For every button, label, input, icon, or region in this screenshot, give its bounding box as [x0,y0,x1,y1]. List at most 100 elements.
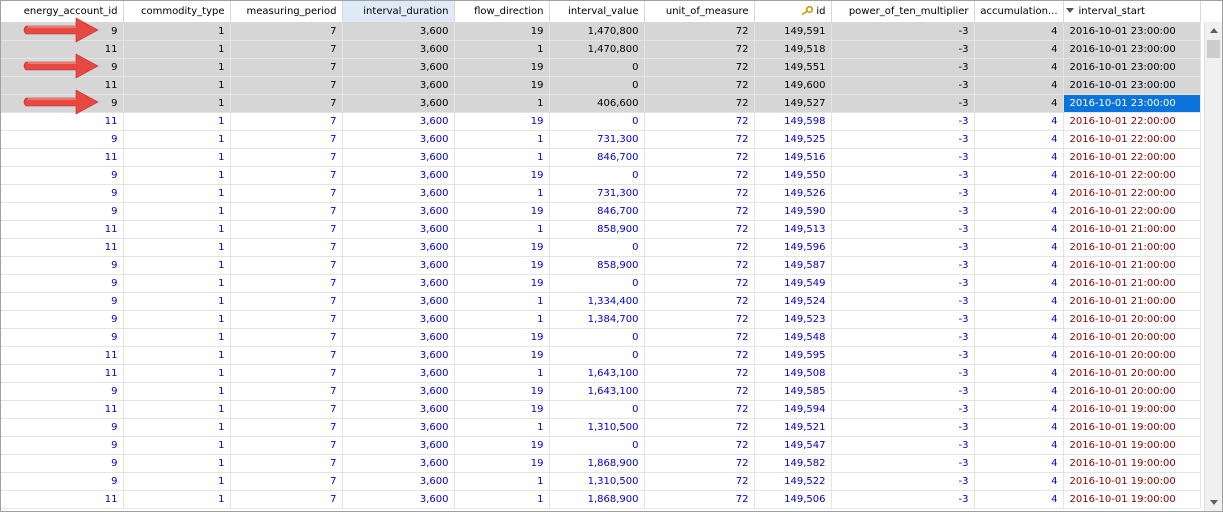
table-cell-interval-duration[interactable]: 3,600 [342,166,455,185]
column-header-unit-of-measure[interactable]: unit_of_measure [644,1,755,23]
table-cell-energy-account-id[interactable]: 9 [1,310,124,329]
table-cell-interval-start[interactable]: 2016-10-01 22:00:00 [1063,112,1201,131]
table-cell-interval-value[interactable]: 0 [549,58,645,77]
table-cell-accumulation[interactable]: 4 [974,202,1064,221]
table-cell-unit-of-measure[interactable]: 72 [644,274,755,293]
table-cell-interval-duration[interactable]: 3,600 [342,292,455,311]
table-cell-measuring-period[interactable]: 7 [230,112,343,131]
table-cell-interval-value[interactable]: 846,700 [549,148,645,167]
table-row[interactable]: 9 1 7 3,600 19 0 72 149,548 -3 4 2016-10-01 20:00:… [1,328,1201,347]
table-cell-interval-duration[interactable]: 3,600 [342,76,455,95]
table-cell-accumulation[interactable]: 4 [974,238,1064,257]
table-cell-unit-of-measure[interactable]: 72 [644,256,755,275]
table-cell-unit-of-measure[interactable]: 72 [644,382,755,401]
table-cell-interval-start[interactable]: 2016-10-01 21:00:00 [1063,256,1201,275]
table-cell-interval-value[interactable]: 1,310,500 [549,418,645,437]
table-cell-flow-direction[interactable]: 1 [454,220,550,239]
table-cell-measuring-period[interactable]: 7 [230,202,343,221]
table-cell-commodity-type[interactable]: 1 [123,400,231,419]
table-cell-id[interactable]: 149,598 [754,112,832,131]
column-header-accumulation[interactable]: accumulation... [974,1,1064,23]
table-cell-id[interactable]: 149,587 [754,256,832,275]
table-cell-power-of-ten-multiplier[interactable]: -3 [831,166,975,185]
table-row[interactable]: 9 1 7 3,600 1 731,300 72 149,526 -3 4 2016-10-01 2… [1,184,1201,203]
table-cell-accumulation[interactable]: 4 [974,472,1064,491]
table-cell-accumulation[interactable]: 4 [974,220,1064,239]
table-row[interactable]: 9 1 7 3,600 19 0 72 149,550 -3 4 2016-10-01 22:00:… [1,166,1201,185]
table-cell-id[interactable]: 149,527 [754,94,832,113]
table-cell-interval-value[interactable]: 1,384,700 [549,310,645,329]
table-cell-power-of-ten-multiplier[interactable]: -3 [831,310,975,329]
table-cell-id[interactable]: 149,595 [754,346,832,365]
table-cell-interval-value[interactable]: 0 [549,400,645,419]
table-cell-flow-direction[interactable]: 19 [454,238,550,257]
table-cell-power-of-ten-multiplier[interactable]: -3 [831,490,975,509]
column-header-energy-account-id[interactable]: energy_account_id [1,1,124,23]
table-cell-flow-direction[interactable]: 19 [454,202,550,221]
table-cell-id[interactable]: 149,523 [754,310,832,329]
table-cell-power-of-ten-multiplier[interactable]: -3 [831,292,975,311]
table-cell-unit-of-measure[interactable]: 72 [644,400,755,419]
table-cell-commodity-type[interactable]: 1 [123,364,231,383]
table-cell-energy-account-id[interactable]: 11 [1,490,124,509]
table-cell-interval-duration[interactable]: 3,600 [342,130,455,149]
table-cell-id[interactable]: 149,508 [754,364,832,383]
table-cell-id[interactable]: 149,596 [754,238,832,257]
table-row[interactable]: 9 1 7 3,600 1 1,310,500 72 149,522 -3 4 2016-10-01… [1,472,1201,491]
table-cell-interval-duration[interactable]: 3,600 [342,22,455,41]
table-row[interactable]: 11 1 7 3,600 1 1,868,900 72 149,506 -3 4 2016-10-0… [1,490,1201,509]
column-header-flow-direction[interactable]: flow_direction [454,1,550,23]
table-cell-power-of-ten-multiplier[interactable]: -3 [831,238,975,257]
table-row[interactable]: 11 1 7 3,600 19 0 72 149,594 -3 4 2016-10-01 19:00… [1,400,1201,419]
table-cell-interval-duration[interactable]: 3,600 [342,382,455,401]
table-cell-id[interactable]: 149,525 [754,130,832,149]
table-cell-id[interactable]: 149,526 [754,184,832,203]
table-cell-interval-start[interactable]: 2016-10-01 23:00:00 [1063,40,1201,59]
table-cell-flow-direction[interactable]: 1 [454,130,550,149]
table-cell-unit-of-measure[interactable]: 72 [644,148,755,167]
table-cell-commodity-type[interactable]: 1 [123,436,231,455]
table-cell-id[interactable]: 149,524 [754,292,832,311]
table-cell-energy-account-id[interactable]: 9 [1,436,124,455]
table-cell-interval-duration[interactable]: 3,600 [342,94,455,113]
column-header-interval-value[interactable]: interval_value [549,1,645,23]
table-cell-power-of-ten-multiplier[interactable]: -3 [831,346,975,365]
table-cell-interval-duration[interactable]: 3,600 [342,400,455,419]
table-cell-flow-direction[interactable]: 19 [454,112,550,131]
table-cell-power-of-ten-multiplier[interactable]: -3 [831,112,975,131]
table-cell-commodity-type[interactable]: 1 [123,130,231,149]
table-row[interactable]: 11 1 7 3,600 1 846,700 72 149,516 -3 4 2016-10-01 … [1,148,1201,167]
table-cell-flow-direction[interactable]: 19 [454,382,550,401]
table-cell-power-of-ten-multiplier[interactable]: -3 [831,256,975,275]
table-cell-power-of-ten-multiplier[interactable]: -3 [831,220,975,239]
table-cell-measuring-period[interactable]: 7 [230,94,343,113]
table-cell-power-of-ten-multiplier[interactable]: -3 [831,472,975,491]
table-cell-measuring-period[interactable]: 7 [230,364,343,383]
table-row[interactable]: 9 1 7 3,600 1 1,334,400 72 149,524 -3 4 2016-10-01… [1,292,1201,311]
table-cell-power-of-ten-multiplier[interactable]: -3 [831,274,975,293]
table-cell-unit-of-measure[interactable]: 72 [644,220,755,239]
table-cell-power-of-ten-multiplier[interactable]: -3 [831,202,975,221]
table-cell-accumulation[interactable]: 4 [974,436,1064,455]
table-cell-energy-account-id[interactable]: 9 [1,274,124,293]
table-cell-interval-duration[interactable]: 3,600 [342,274,455,293]
table-cell-id[interactable]: 149,585 [754,382,832,401]
table-cell-interval-duration[interactable]: 3,600 [342,418,455,437]
table-row[interactable]: 11 1 7 3,600 1 858,900 72 149,513 -3 4 2016-10-01 … [1,220,1201,239]
table-cell-flow-direction[interactable]: 19 [454,328,550,347]
table-cell-unit-of-measure[interactable]: 72 [644,346,755,365]
table-cell-accumulation[interactable]: 4 [974,382,1064,401]
table-cell-interval-value[interactable]: 0 [549,238,645,257]
table-cell-measuring-period[interactable]: 7 [230,490,343,509]
table-cell-power-of-ten-multiplier[interactable]: -3 [831,94,975,113]
table-cell-interval-start[interactable]: 2016-10-01 20:00:00 [1063,328,1201,347]
table-cell-unit-of-measure[interactable]: 72 [644,238,755,257]
table-cell-interval-start[interactable]: 2016-10-01 22:00:00 [1063,166,1201,185]
table-cell-measuring-period[interactable]: 7 [230,310,343,329]
table-cell-commodity-type[interactable]: 1 [123,148,231,167]
table-cell-flow-direction[interactable]: 1 [454,364,550,383]
table-cell-measuring-period[interactable]: 7 [230,346,343,365]
table-cell-interval-start[interactable]: 2016-10-01 21:00:00 [1063,220,1201,239]
table-cell-measuring-period[interactable]: 7 [230,274,343,293]
